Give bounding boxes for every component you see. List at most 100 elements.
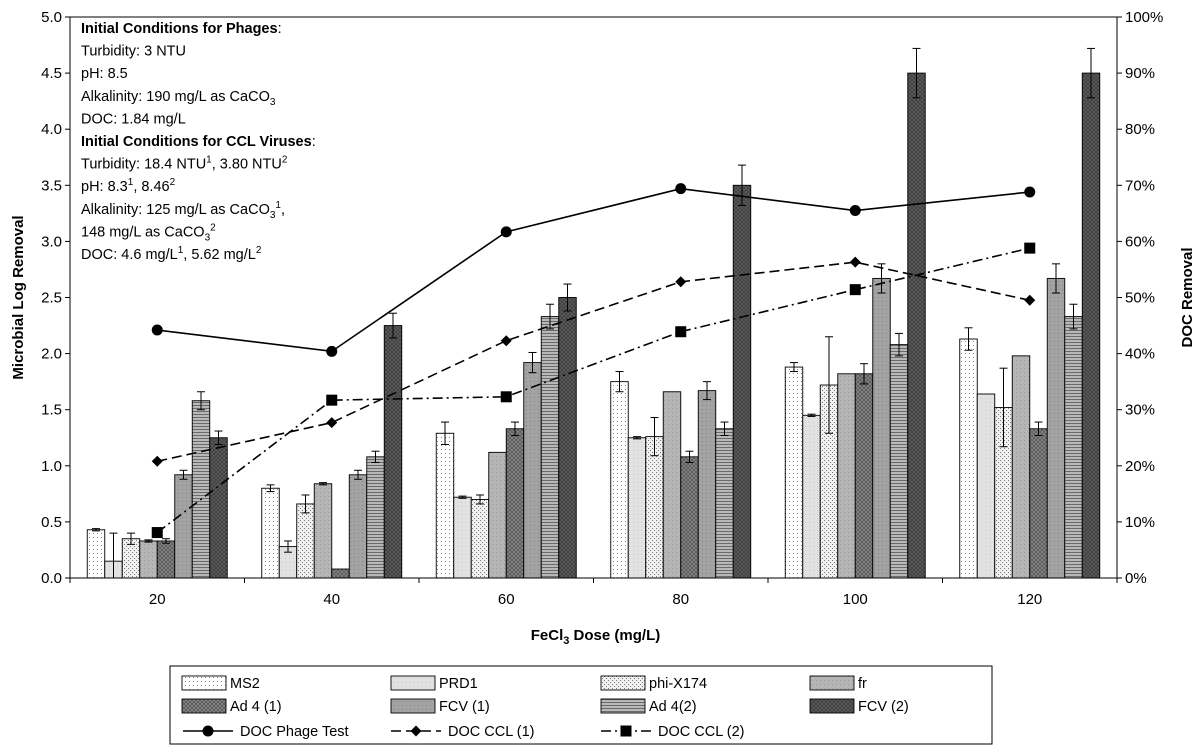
y2-tick-label: 20%	[1125, 458, 1155, 475]
y2-tick-label: 60%	[1125, 233, 1155, 250]
y-tick-label: 3.5	[41, 177, 62, 194]
y-tick-label: 4.0	[41, 121, 62, 138]
y2-tick-label: 80%	[1125, 121, 1155, 138]
x-tick-label: 80	[672, 591, 689, 608]
legend-label: Ad 4 (1)	[230, 699, 282, 715]
y2-tick-label: 100%	[1125, 9, 1163, 26]
legend-swatch	[390, 675, 436, 691]
bar	[697, 390, 717, 579]
legend-marker	[202, 725, 214, 737]
legend-marker	[410, 725, 422, 737]
legend-swatch	[600, 698, 646, 714]
x-tick-label: 100	[843, 591, 868, 608]
bar	[907, 72, 926, 579]
y-tick-label: 0.0	[41, 570, 62, 587]
bar	[715, 428, 734, 579]
bar	[174, 474, 193, 579]
line-marker	[675, 326, 687, 338]
bar	[1011, 355, 1031, 579]
y-tick-label: 0.5	[41, 514, 62, 531]
line-marker	[326, 345, 338, 357]
line-marker	[1024, 242, 1036, 254]
bar	[453, 496, 472, 579]
bar	[470, 499, 490, 579]
annotation-line: 148 mg/L as CaCO32	[81, 222, 216, 243]
series-line	[157, 187, 1030, 353]
annotation-line: DOC: 4.6 mg/L1, 5.62 mg/L2	[81, 245, 262, 263]
bar	[1064, 316, 1083, 579]
bar	[732, 184, 752, 579]
legend-label: FCV (1)	[439, 699, 490, 715]
x-tick-label: 40	[323, 591, 340, 608]
line-marker	[500, 226, 512, 238]
y-tick-label: 5.0	[41, 9, 62, 26]
annotation-line: DOC: 1.84 mg/L	[81, 111, 186, 127]
bar	[331, 568, 350, 579]
line-marker	[151, 527, 163, 539]
legend-label: PRD1	[439, 676, 478, 692]
bar	[86, 529, 106, 579]
legend-swatch	[600, 675, 646, 691]
legend-label: fr	[858, 676, 867, 692]
legend-swatch	[181, 675, 227, 691]
bar	[523, 362, 542, 579]
line-marker	[151, 455, 163, 467]
bar	[505, 428, 525, 579]
line-marker	[500, 335, 512, 347]
line-marker	[849, 256, 861, 268]
x-tick-label: 60	[498, 591, 515, 608]
bar	[1029, 428, 1048, 579]
legend-label: Ad 4(2)	[649, 699, 697, 715]
bar	[558, 297, 577, 579]
line-marker	[675, 276, 687, 288]
bar	[366, 456, 385, 579]
bar	[209, 437, 228, 579]
legend-label: FCV (2)	[858, 699, 909, 715]
annotation-line: Turbidity: 18.4 NTU1, 3.80 NTU2	[81, 155, 288, 173]
y-tick-label: 1.0	[41, 458, 62, 475]
y-tick-label: 3.0	[41, 233, 62, 250]
y-tick-label: 4.5	[41, 65, 62, 82]
annotation-line: Alkalinity: 190 mg/L as CaCO3	[81, 89, 276, 108]
y-tick-label: 2.0	[41, 346, 62, 363]
bar	[540, 316, 560, 579]
legend-label: DOC Phage Test	[240, 724, 349, 740]
line-marker	[1024, 186, 1036, 198]
bar	[139, 540, 158, 579]
bar	[1081, 72, 1101, 579]
legend-swatch	[809, 698, 855, 714]
bar	[488, 451, 507, 579]
legend-swatch	[809, 675, 855, 691]
y2-tick-label: 40%	[1125, 346, 1155, 363]
bar	[802, 414, 821, 579]
y2-tick-label: 90%	[1125, 65, 1155, 82]
y-tick-label: 1.5	[41, 402, 62, 419]
annotation-line: pH: 8.5	[81, 66, 128, 82]
legend-label: DOC CCL (2)	[658, 724, 744, 740]
bar	[383, 325, 403, 579]
annotation-line: Alkalinity: 125 mg/L as CaCO31,	[81, 200, 285, 221]
series-line	[156, 247, 1030, 534]
bar	[645, 436, 664, 579]
bar	[261, 487, 280, 579]
bar	[156, 540, 176, 579]
y2-tick-label: 70%	[1125, 177, 1155, 194]
x-tick-label: 20	[149, 591, 166, 608]
y-axis-title: Microbial Log Removal	[10, 215, 27, 379]
y-tick-label: 2.5	[41, 290, 62, 307]
bar	[296, 503, 315, 579]
annotation-line: Initial Conditions for Phages:	[81, 21, 282, 37]
bar	[627, 437, 647, 579]
y2-tick-label: 0%	[1125, 570, 1147, 587]
line-marker	[151, 324, 163, 336]
legend-label: phi-X174	[649, 676, 707, 692]
legend-label: DOC CCL (1)	[448, 724, 534, 740]
line-marker	[326, 394, 338, 406]
annotation-line: Initial Conditions for CCL Viruses:	[81, 134, 316, 150]
x-tick-label: 120	[1017, 591, 1042, 608]
y2-axis-title: DOC Removal	[1179, 247, 1196, 347]
line-marker	[1024, 294, 1036, 306]
bar	[837, 373, 856, 579]
